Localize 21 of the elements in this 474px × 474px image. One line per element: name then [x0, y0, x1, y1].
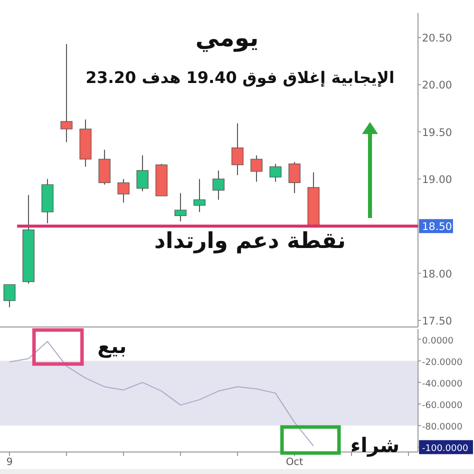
y-tick-label: -40.0000 — [422, 379, 463, 390]
text: الإيجابية إغلاق فوق 19.40 هدف 23.20 — [86, 68, 394, 87]
text: يومي — [195, 24, 259, 52]
x-tick-label: 9 — [6, 457, 13, 468]
annotation: بيع — [97, 334, 127, 358]
y-tick-label: 18.50 — [422, 221, 452, 234]
y-tick-label: -60.0000 — [422, 400, 463, 411]
y-tick-label: 17.50 — [422, 315, 452, 328]
y-tick-label: 18.00 — [422, 268, 452, 280]
y-tick-label: -100.0000 — [422, 444, 468, 454]
annotation: شراء — [350, 433, 400, 457]
y-tick-label: 0.0000 — [422, 336, 454, 346]
line-series — [9, 340, 314, 447]
x-tick-label: Oct — [286, 457, 304, 468]
y-tick-label: 19.00 — [422, 174, 452, 186]
y-tick-label: 20.00 — [422, 80, 452, 92]
y-tick-label: -20.0000 — [422, 358, 463, 368]
y-tick-label: 19.50 — [422, 126, 452, 139]
y-tick-label: -80.0000 — [422, 422, 463, 433]
y-tick-label: 20.50 — [422, 32, 452, 45]
annotation: نقطة دعم وارتداد — [154, 229, 346, 254]
